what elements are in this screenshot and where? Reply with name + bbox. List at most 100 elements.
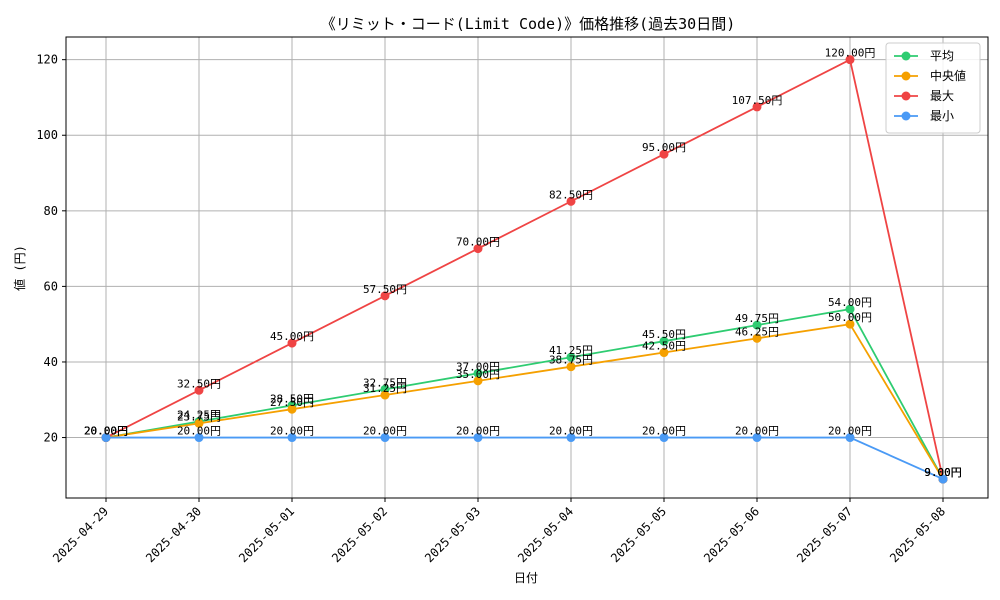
data-label: 20.00円 [828,425,872,438]
data-point [845,433,855,443]
data-label: 35.00円 [456,368,500,381]
data-label: 120.00円 [825,47,876,60]
data-label: 20.00円 [456,425,500,438]
grid [66,37,988,498]
data-label: 20.00円 [177,425,221,438]
chart-title: 《リミット・コード(Limit Code)》価格推移(過去30日間) [321,15,736,33]
data-label: 45.00円 [270,330,314,343]
data-label: 32.75円 [363,376,407,389]
data-point [845,304,855,314]
data-point [380,433,390,443]
data-label: 41.25円 [549,344,593,357]
data-point [752,320,762,330]
data-label: 70.00円 [456,236,500,249]
data-label: 49.75円 [735,312,779,325]
data-label: 23.75円 [177,410,221,423]
data-label: 31.25円 [363,382,407,395]
data-point [287,338,297,348]
data-point [659,336,669,346]
data-point [194,433,204,443]
x-axis: 2025-04-29 2025-04-30 2025-05-01 2025-05-02… [50,498,948,565]
data-label: 54.00円 [828,296,872,309]
legend-label: 最大 [930,89,954,103]
data-label: 20.00円 [84,425,128,438]
data-label: 20.00円 [642,425,686,438]
series-layer [101,55,948,484]
data-label: 20.00円 [84,425,128,438]
y-tick-label: 80 [44,204,58,218]
x-tick-label: 2025-05-07 [794,504,855,565]
data-point [473,433,483,443]
y-tick-label: 20 [44,431,58,445]
data-label: 20.00円 [84,425,128,438]
data-point [380,390,390,400]
data-point [101,433,111,443]
data-point [566,196,576,206]
y-tick-label: 100 [36,128,58,142]
data-point [659,348,669,358]
data-label: 32.50円 [177,377,221,390]
data-label: 57.50円 [363,283,407,296]
data-label: 27.50円 [270,396,314,409]
data-label: 45.50円 [642,328,686,341]
legend-marker [901,71,911,81]
data-label: 37.00円 [456,360,500,373]
data-point [566,433,576,443]
data-label: 24.25円 [177,408,221,421]
legend-label: 平均 [930,49,954,63]
data-label: 20.00円 [549,425,593,438]
data-point [659,433,669,443]
data-label: 38.75円 [549,354,593,367]
legend-marker [901,91,911,101]
x-tick-label: 2025-05-08 [887,504,948,565]
x-tick-label: 2025-04-30 [143,504,204,565]
data-label: 50.00円 [828,311,872,324]
data-point [194,418,204,428]
data-point [473,244,483,254]
y-axis-label: 値 (円) [12,245,27,291]
data-point [752,102,762,112]
data-label: 46.25円 [735,325,779,338]
x-tick-label: 2025-05-03 [422,504,483,565]
y-axis: 20 40 60 80 100 120 [36,53,66,445]
data-point [659,149,669,159]
x-axis-label: 日付 [514,571,538,585]
legend-marker [901,111,911,121]
data-label: 20.00円 [270,425,314,438]
data-label: 9.00円 [924,466,962,479]
data-labels-layer: 20.00円 24.25円 28.50円 32.75円 37.00円 41.25円 45.5… [84,47,962,479]
data-label: 82.50円 [549,188,593,201]
x-tick-label: 2025-05-05 [608,504,669,565]
data-label: 9.00円 [924,466,962,479]
data-label: 107.50円 [732,94,783,107]
series-line [105,58,944,480]
series-line [106,436,944,480]
data-point [287,433,297,443]
y-tick-label: 60 [44,279,58,293]
x-tick-label: 2025-05-01 [236,504,297,565]
data-point [845,55,855,65]
legend-box [885,42,981,134]
data-point [473,376,483,386]
data-label: 20.00円 [84,425,128,438]
data-point [287,404,297,414]
data-point [752,433,762,443]
data-label: 95.00円 [642,141,686,154]
data-point [380,291,390,301]
series-line [105,323,944,480]
data-label: 42.50円 [642,340,686,353]
data-point [566,362,576,372]
data-label: 9.00円 [924,466,962,479]
series-line [105,308,944,480]
data-label: 28.50円 [270,392,314,405]
data-point [845,319,855,329]
data-label: 20.00円 [735,425,779,438]
data-point [566,352,576,362]
data-label: 20.00円 [363,425,407,438]
x-tick-label: 2025-05-02 [329,504,390,565]
data-point [473,368,483,378]
legend-marker [901,51,911,61]
data-point [752,333,762,343]
